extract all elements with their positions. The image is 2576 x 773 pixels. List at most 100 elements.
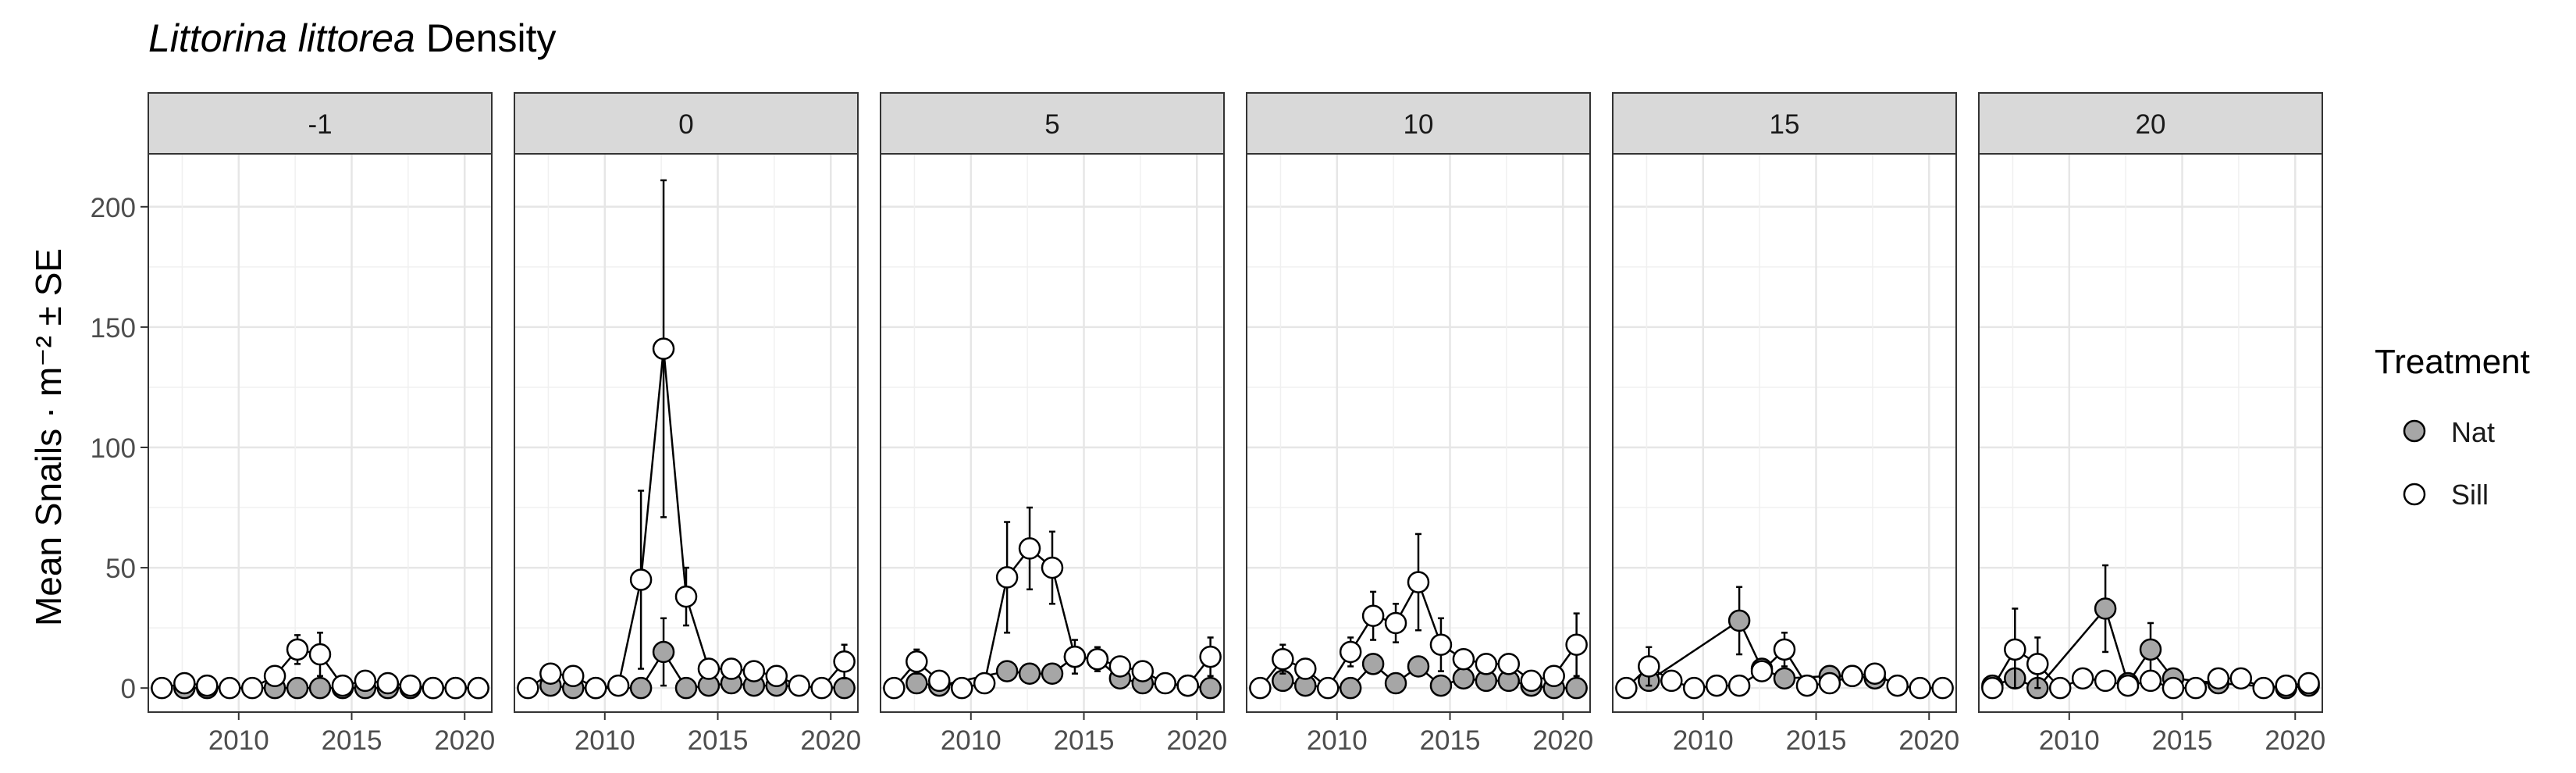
data-point-sill xyxy=(1176,674,1199,697)
data-point-sill xyxy=(1041,556,1064,579)
data-point-sill xyxy=(354,669,377,693)
data-point-sill xyxy=(1660,669,1683,693)
data-point-sill xyxy=(607,674,630,697)
data-point-nat xyxy=(2139,638,2162,661)
chart-title: Littorina littorea Density xyxy=(148,16,556,60)
data-point-sill xyxy=(788,674,810,697)
chart-title-species: Littorina littorea xyxy=(148,16,415,60)
data-point-nat xyxy=(1339,676,1362,700)
data-point-sill xyxy=(2161,676,2185,700)
panel-border xyxy=(148,153,493,713)
data-point-sill xyxy=(2116,674,2140,697)
data-point-sill xyxy=(308,643,332,666)
data-point-sill xyxy=(1384,611,1407,635)
x-tick-label: 2010 xyxy=(2039,725,2100,756)
data-point-sill xyxy=(1407,571,1430,593)
facet-strip-label: 5 xyxy=(1044,109,1059,140)
legend-label-nat: Nat xyxy=(2451,416,2495,448)
data-point-sill xyxy=(1339,640,1362,664)
data-point-sill xyxy=(1294,657,1317,680)
data-point-sill xyxy=(674,585,698,608)
data-point-sill xyxy=(1909,676,1931,700)
data-point-nat xyxy=(1384,671,1407,695)
facet-strip-label: 10 xyxy=(1404,109,1434,140)
data-point-sill xyxy=(1361,604,1385,627)
data-point-sill xyxy=(173,671,196,695)
data-point-sill xyxy=(2094,669,2117,693)
panel-border xyxy=(1246,153,1591,713)
data-point-sill xyxy=(1841,664,1864,688)
facet-strip-label: 20 xyxy=(2136,109,2166,140)
x-tick-label: 2015 xyxy=(1786,725,1847,756)
facet-strip xyxy=(514,92,859,155)
data-point-sill xyxy=(1497,653,1521,675)
data-point-nat xyxy=(1361,653,1385,675)
data-point-sill xyxy=(376,671,400,695)
facet-strip-label: -1 xyxy=(308,109,332,140)
data-point-sill xyxy=(2071,667,2094,690)
data-point-sill xyxy=(2252,676,2275,700)
data-point-sill xyxy=(2207,667,2230,690)
data-point-nat xyxy=(1199,676,1222,700)
y-tick-label: 200 xyxy=(91,193,136,223)
x-tick-label: 2010 xyxy=(1307,725,1368,756)
data-point-sill xyxy=(1773,638,1796,661)
x-tick-label: 2015 xyxy=(1420,725,1481,756)
data-point-sill xyxy=(1452,647,1475,671)
data-point-nat xyxy=(308,676,332,700)
data-point-sill xyxy=(1086,647,1109,671)
data-point-sill xyxy=(1272,647,1294,671)
data-point-nat xyxy=(2094,597,2117,620)
data-point-sill xyxy=(697,657,720,680)
data-point-sill xyxy=(286,638,309,661)
data-point-nat xyxy=(286,676,309,700)
data-point-sill xyxy=(1316,676,1340,700)
data-point-sill xyxy=(1638,655,1660,678)
data-point-sill xyxy=(765,664,788,688)
data-point-sill xyxy=(263,664,286,688)
data-point-sill xyxy=(399,674,422,697)
data-point-sill xyxy=(331,674,354,697)
facet-strip xyxy=(1246,92,1591,155)
data-point-sill xyxy=(2139,669,2162,693)
data-point-sill xyxy=(2026,653,2049,675)
x-tick-label: 2020 xyxy=(800,725,861,756)
data-point-sill xyxy=(1520,669,1542,693)
data-point-sill xyxy=(1682,676,1706,700)
data-point-nat xyxy=(906,671,928,695)
data-point-sill xyxy=(1931,676,1954,700)
data-point-sill xyxy=(1863,662,1887,685)
plot-background xyxy=(1979,154,2322,712)
data-point-sill xyxy=(1565,633,1588,656)
data-point-sill xyxy=(151,676,173,700)
facet-panel-3: 10 2010 2015 2020 xyxy=(1246,92,1593,756)
data-point-sill xyxy=(1249,676,1272,700)
facet-panel-2: 5 2010 2015 2020 xyxy=(880,92,1227,756)
x-tick-label: 2015 xyxy=(2152,725,2213,756)
data-point-sill xyxy=(444,676,467,700)
data-point-sill xyxy=(928,669,951,693)
data-point-sill xyxy=(422,676,444,700)
data-point-sill xyxy=(562,664,585,688)
data-point-sill xyxy=(1705,674,1728,697)
data-point-sill xyxy=(1154,671,1176,695)
data-point-sill xyxy=(1542,664,1565,688)
data-point-sill xyxy=(1795,674,1819,697)
data-point-sill xyxy=(1429,633,1453,656)
data-point-sill xyxy=(950,676,973,700)
data-point-sill xyxy=(1018,537,1041,560)
legend: Treatment Nat Sill xyxy=(2375,343,2530,511)
data-point-sill xyxy=(196,674,219,697)
facet-strip-label: 0 xyxy=(678,109,693,140)
data-point-sill xyxy=(2184,676,2208,700)
data-point-sill xyxy=(240,676,264,700)
data-point-sill xyxy=(720,657,743,680)
data-point-sill xyxy=(810,676,833,700)
series-line-nat xyxy=(1991,606,2309,689)
plot-background xyxy=(148,154,492,712)
data-point-sill xyxy=(584,676,607,700)
data-point-sill xyxy=(1886,674,1909,697)
data-point-nat xyxy=(1565,676,1588,700)
